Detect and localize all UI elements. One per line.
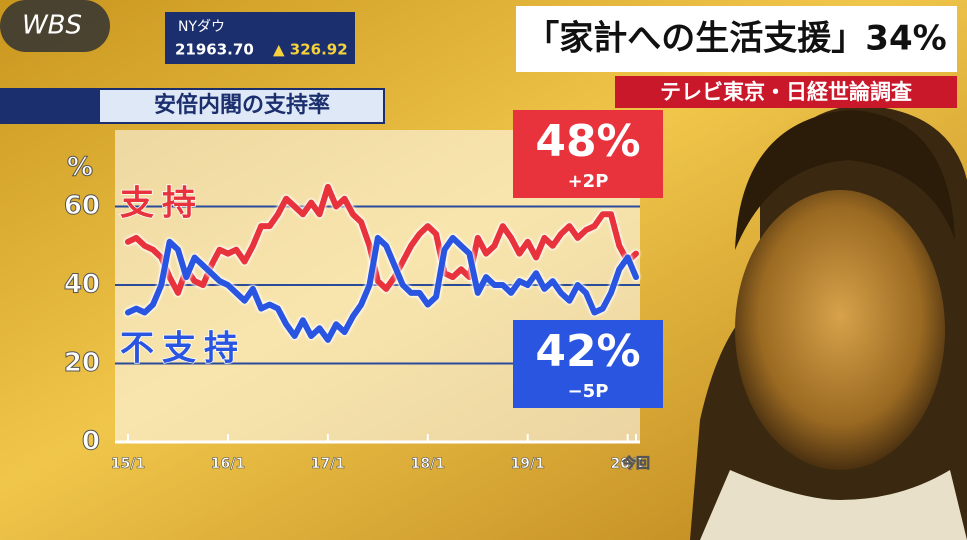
ticker-price: 21963.70 bbox=[175, 41, 254, 59]
y-axis-label: % bbox=[67, 153, 93, 183]
series-line bbox=[125, 183, 639, 296]
y-tick-label: 0 bbox=[82, 427, 100, 457]
ticker-label: NYダウ bbox=[178, 19, 225, 35]
headline-box bbox=[516, 6, 957, 72]
series-label: 支持 bbox=[120, 184, 204, 224]
person-shirt bbox=[700, 470, 967, 540]
x-tick-label: 17/1 bbox=[311, 456, 345, 472]
person-face bbox=[735, 190, 945, 470]
y-tick-label: 40 bbox=[64, 270, 100, 300]
x-tick-label: 20/1 bbox=[611, 456, 645, 472]
callout-box bbox=[513, 110, 663, 198]
x-tick-label: 15/1 bbox=[111, 456, 145, 472]
callout-box bbox=[513, 320, 663, 408]
ticker-box bbox=[165, 12, 355, 64]
x-tick-label: 今回 bbox=[621, 455, 650, 472]
source: テレビ東京・日経世論調査 bbox=[660, 80, 912, 104]
y-tick-label: 60 bbox=[64, 191, 100, 221]
callout-change: +2P bbox=[568, 171, 609, 192]
title-box bbox=[100, 90, 383, 122]
y-tick-label: 20 bbox=[64, 348, 100, 378]
x-tick-label: 19/1 bbox=[511, 456, 545, 472]
person-hair bbox=[735, 110, 955, 250]
callout-value: 48% bbox=[535, 116, 640, 167]
headline: 「家計への生活支援」34% bbox=[525, 19, 946, 59]
source-box bbox=[615, 76, 957, 108]
x-tick-label: 16/1 bbox=[211, 456, 245, 472]
x-tick-label: 18/1 bbox=[411, 456, 445, 472]
chart-title: 安倍内閣の支持率 bbox=[154, 92, 330, 118]
logo-box bbox=[0, 0, 110, 52]
logo: WBS bbox=[22, 11, 82, 41]
callout-value: 42% bbox=[535, 326, 640, 377]
series-label: 不支持 bbox=[120, 329, 246, 369]
ticker-change: ▲ 326.92 bbox=[273, 41, 348, 59]
series-line bbox=[125, 234, 639, 343]
callout-change: −5P bbox=[568, 381, 609, 402]
